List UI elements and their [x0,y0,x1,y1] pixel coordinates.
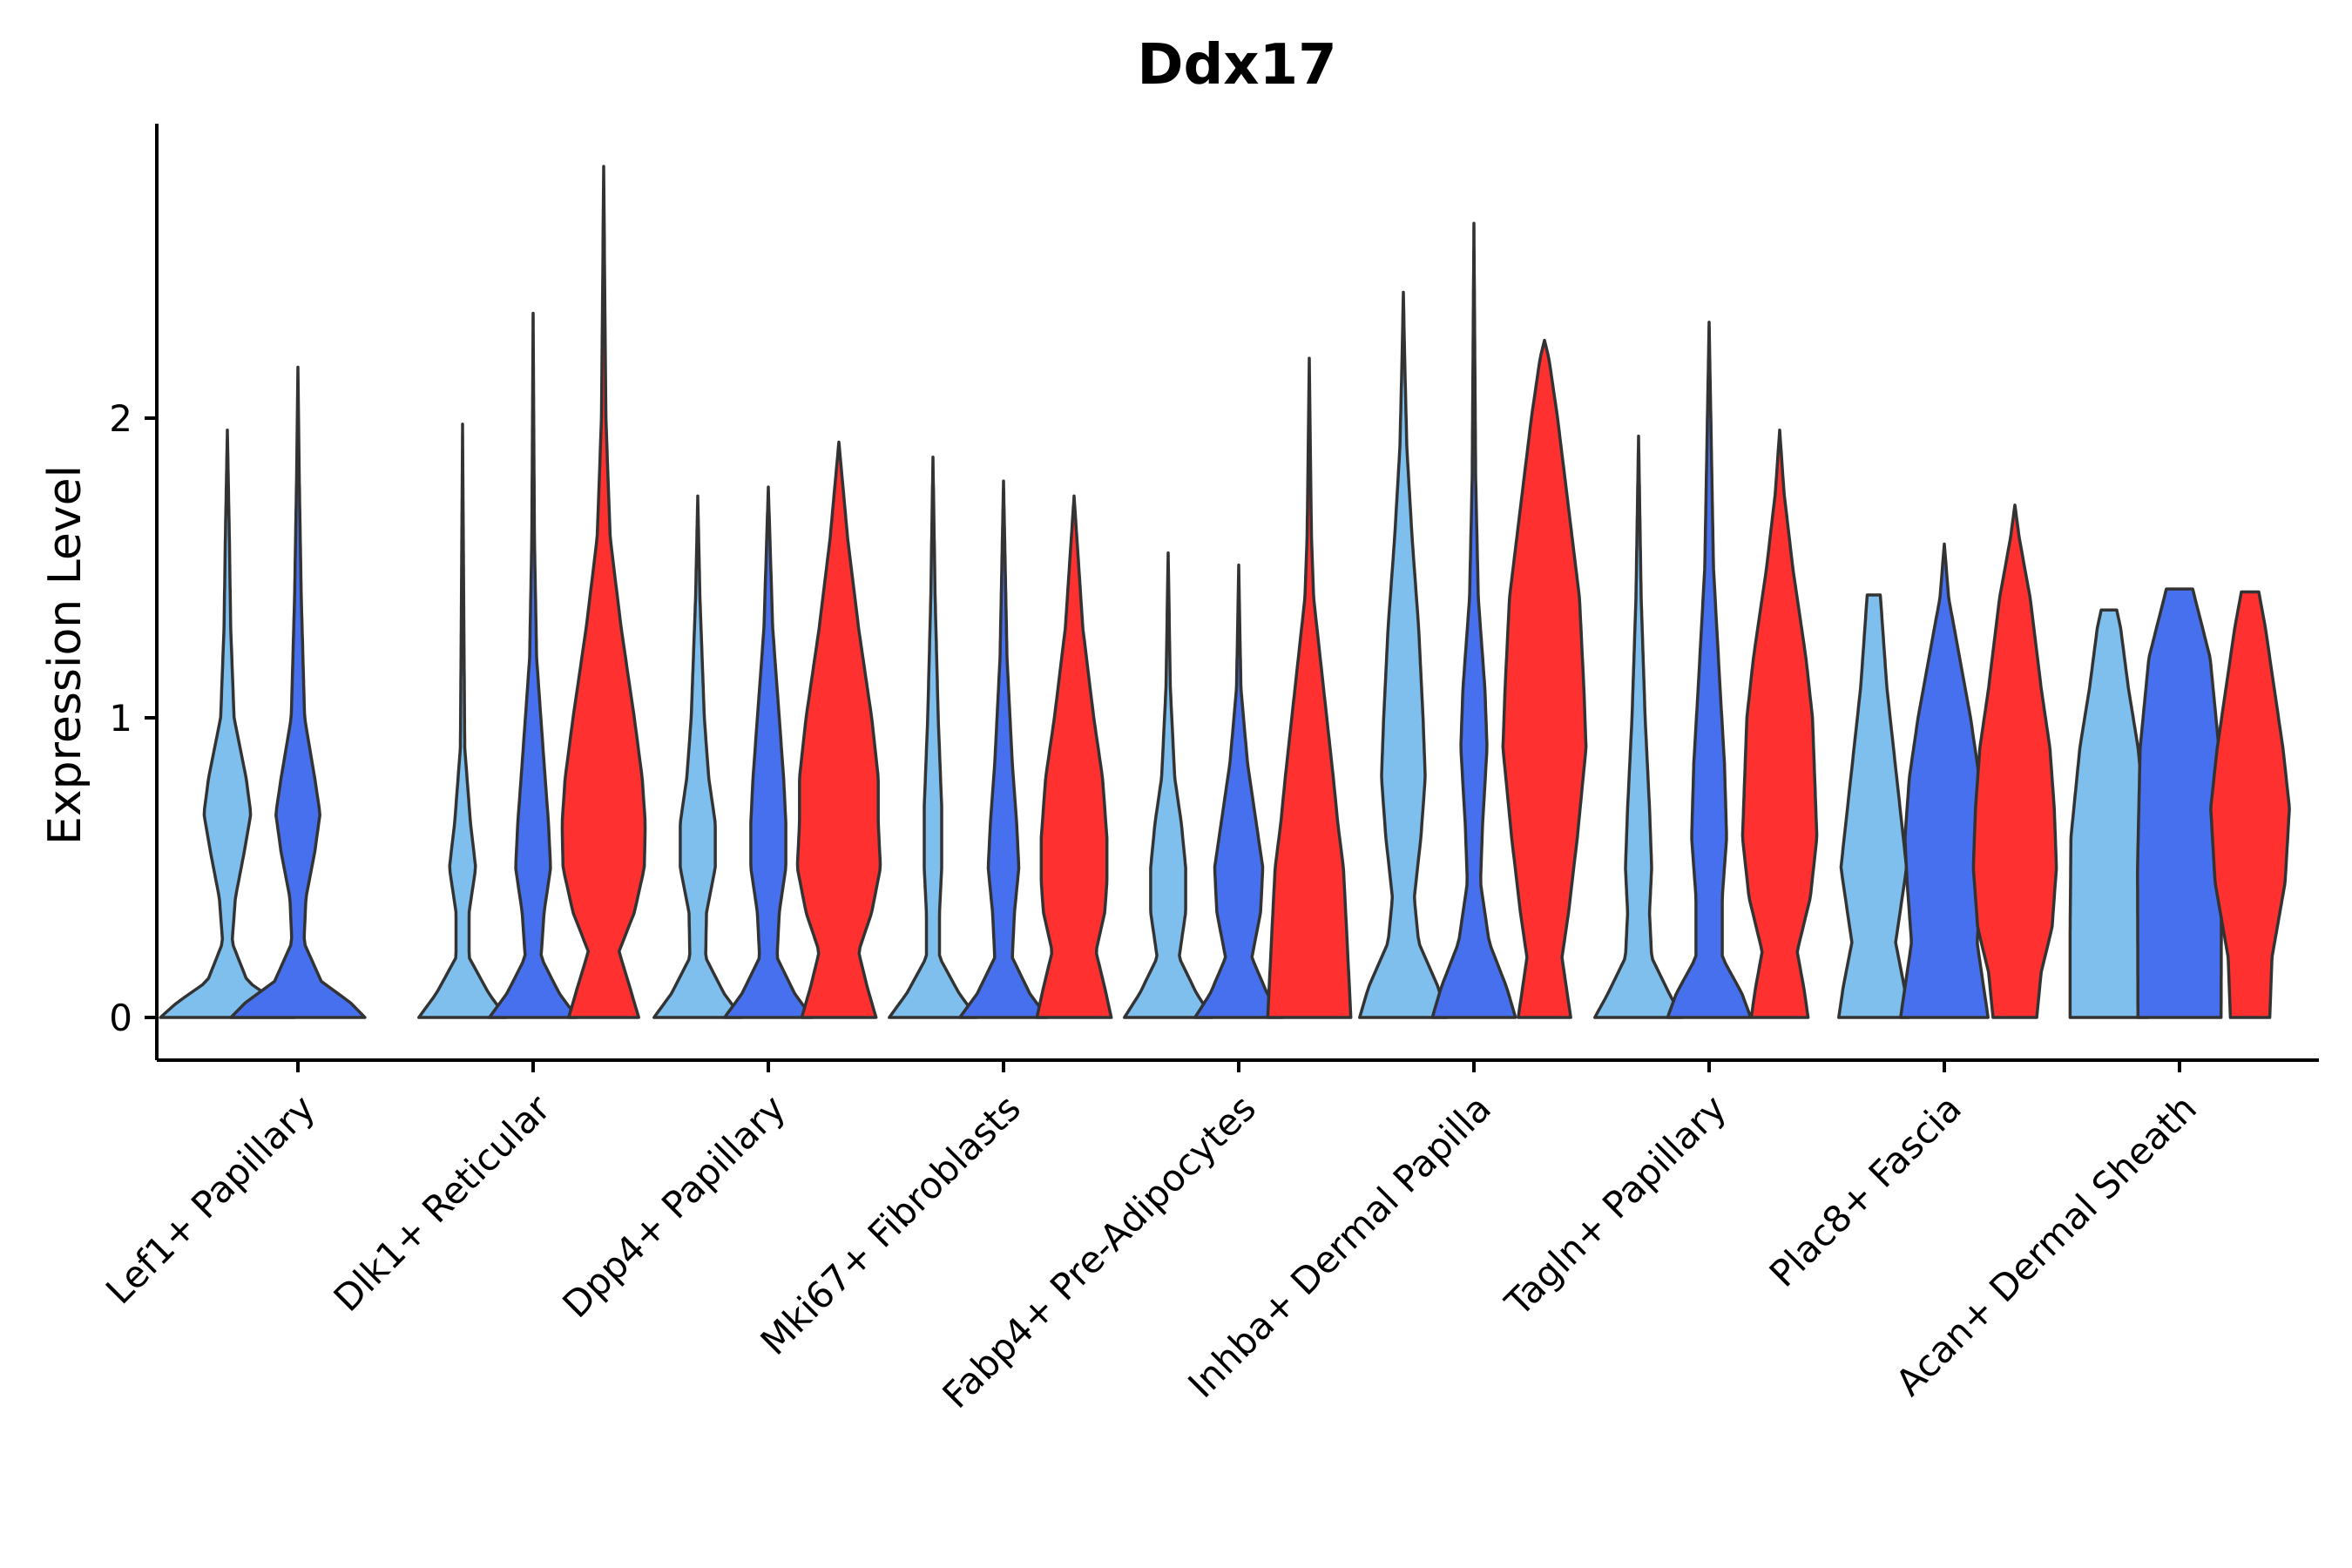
violins-group [159,165,2291,1019]
y-axis-label: Expression Level [39,465,91,845]
violin-1-2 [229,365,367,1019]
y-tick-label: 0 [109,997,132,1039]
violin-1-1 [159,429,296,1019]
violin-9-2 [2136,587,2223,1019]
violin-6-3 [1501,338,1588,1019]
violin-6-1 [1358,290,1449,1019]
violin-9-3 [2209,590,2291,1019]
violin-4-3 [1035,494,1113,1019]
violin-3-2 [723,485,814,1019]
y-tick-label: 1 [109,697,132,740]
violin-7-3 [1740,429,1819,1019]
violin-4-1 [888,455,978,1019]
violin-2-2 [488,311,578,1019]
violin-5-2 [1193,563,1284,1019]
violin-6-2 [1430,221,1517,1019]
violin-3-1 [652,494,743,1019]
violin-8-3 [1971,504,2058,1019]
violin-5-3 [1266,356,1353,1019]
violin-7-2 [1666,321,1753,1019]
violin-4-2 [958,479,1049,1019]
violin-5-1 [1123,551,1213,1019]
violin-7-1 [1593,434,1684,1019]
chart-title: Ddx17 [1137,33,1336,98]
violin-2-1 [417,422,508,1019]
violin-8-1 [1837,593,1910,1019]
violin-3-3 [795,440,882,1019]
violin-2-3 [560,165,647,1019]
y-ticks-group: 0 1 2 [109,397,157,1039]
y-tick-label: 2 [109,397,132,440]
